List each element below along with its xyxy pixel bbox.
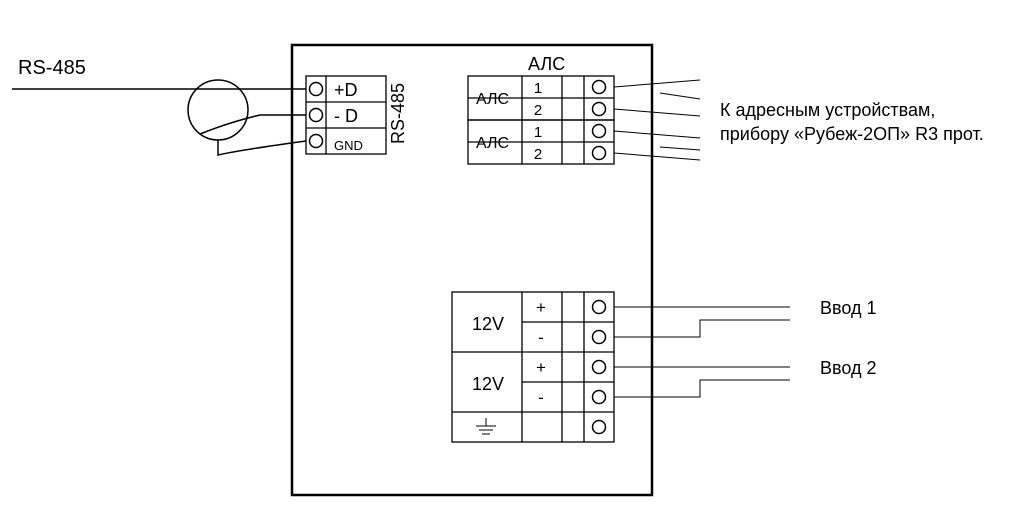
rs485-terminal-minus-d [310,109,323,122]
als-output-wires [614,80,700,160]
label-addr-line1: К адресным устройствам, [720,100,935,120]
label-vvod1: Ввод 1 [820,298,877,318]
label-als-header: АЛС [528,54,565,74]
rs485-cable: RS-485 [12,57,306,155]
label-addr-line2: прибору «Рубеж-2ОП» R3 прот. [720,124,984,144]
label-minus-d: - D [334,106,358,126]
label-als1-2: 2 [534,102,542,119]
label-als1-1: 1 [534,80,542,97]
label-12v-1: 12V [472,314,504,334]
als-block-2: АЛС 1 2 [468,120,614,164]
label-als2-1: 1 [534,124,542,141]
label-12v-2: 12V [472,374,504,394]
label-als-2: АЛС [476,135,509,152]
label-minus-1: - [538,328,544,347]
als2-terminal-2 [593,147,606,160]
label-rs485-vertical: RS-485 [388,83,408,144]
power-terminal-4 [593,391,606,404]
als1-terminal-1 [593,81,606,94]
label-gnd: GND [334,138,363,153]
rs485-terminal-plus-d [310,83,323,96]
rs485-block: +D - D GND [306,76,386,154]
label-plus-2: + [536,358,546,377]
power-terminal-2 [593,331,606,344]
label-plus-1: + [536,298,546,317]
label-minus-2: - [538,388,544,407]
label-plus-d: +D [334,80,358,100]
rs485-terminal-gnd [310,135,323,148]
label-als-1: АЛС [476,91,509,108]
power-terminal-1 [593,301,606,314]
power-wires [614,307,790,397]
als1-terminal-2 [593,103,606,116]
power-block: 12V 12V + - + - [452,292,614,442]
label-rs485-left: RS-485 [18,57,86,79]
als-block-1: АЛС 1 2 [468,76,614,120]
label-als2-2: 2 [534,146,542,163]
wiring-diagram: +D - D GND RS-485 RS-485 АЛС АЛС 1 2 [0,0,1036,510]
als2-terminal-1 [593,125,606,138]
ground-icon [476,418,496,434]
power-terminal-gnd [593,421,606,434]
power-terminal-3 [593,361,606,374]
label-vvod2: Ввод 2 [820,358,877,378]
